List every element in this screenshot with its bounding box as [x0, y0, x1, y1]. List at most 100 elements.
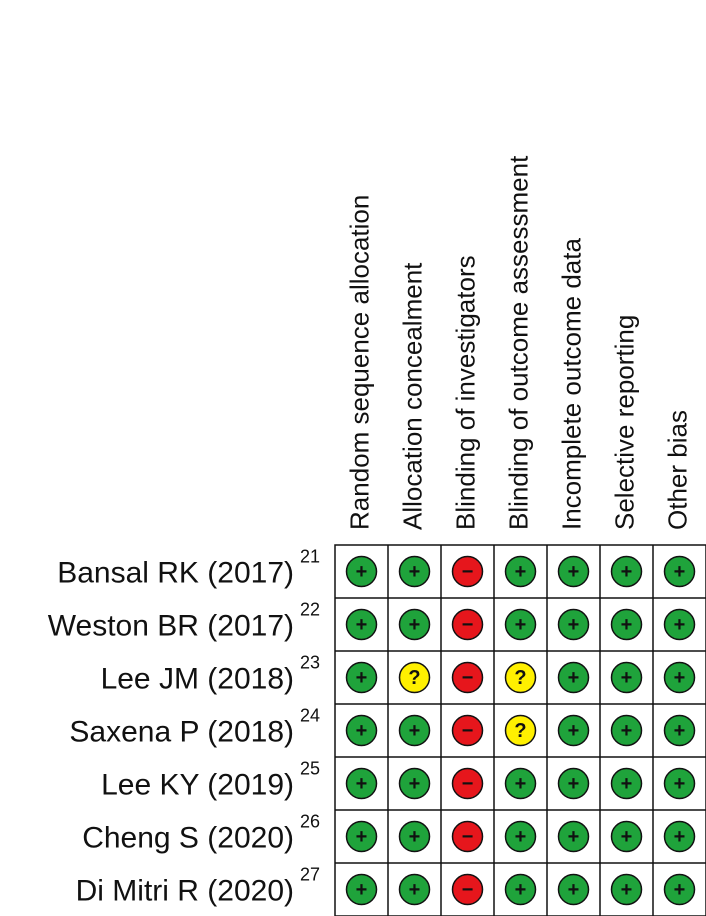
judgement-symbol: +: [409, 773, 421, 795]
judgement-symbol: +: [356, 561, 368, 583]
judgement-circle: [451, 661, 484, 694]
judgement-symbol: +: [568, 667, 580, 689]
judgement-circle: [610, 873, 643, 906]
judgement-circle: [610, 714, 643, 747]
judgement-circle: [451, 767, 484, 800]
judgement-symbol: +: [674, 879, 686, 901]
reference: 21: [300, 547, 320, 567]
judgement-circle: [451, 714, 484, 747]
judgement-symbol: +: [356, 720, 368, 742]
judgement-circle: [504, 767, 537, 800]
judgement-symbol: +: [409, 720, 421, 742]
judgement-symbol: +: [674, 561, 686, 583]
study-label: Bansal RK (2017): [57, 557, 294, 590]
judgement-symbol: +: [674, 667, 686, 689]
study-label: Cheng S (2020): [82, 822, 294, 855]
judgement-symbol: ?: [514, 720, 526, 742]
judgement-circle: [345, 873, 378, 906]
reference: 22: [300, 600, 320, 620]
judgement-symbol: +: [515, 826, 527, 848]
judgement-symbol: +: [568, 879, 580, 901]
column-header: Blinding of investigators: [450, 255, 480, 530]
reference: 23: [300, 653, 320, 673]
judgement-circle: [610, 555, 643, 588]
judgement-symbol: +: [568, 720, 580, 742]
column-header: Incomplete outcome data: [556, 238, 586, 530]
judgement-symbol: +: [356, 773, 368, 795]
judgement-symbol: +: [674, 720, 686, 742]
judgement-symbol: −: [462, 826, 474, 848]
judgement-symbol: +: [356, 879, 368, 901]
judgement-circle: [451, 555, 484, 588]
column-header: Blinding of outcome assessment: [503, 155, 533, 530]
reference: 24: [300, 706, 320, 726]
judgement-symbol: +: [568, 773, 580, 795]
judgement-circle: [663, 555, 696, 588]
judgement-circle: [504, 820, 537, 853]
study-label: Lee JM (2018): [101, 663, 294, 696]
judgement-symbol: −: [462, 720, 474, 742]
judgement-symbol: +: [621, 826, 633, 848]
judgement-symbol: +: [356, 667, 368, 689]
judgement-circle: [663, 767, 696, 800]
judgement-circle: [663, 661, 696, 694]
judgement-circle: [398, 608, 431, 641]
judgement-circle: [345, 555, 378, 588]
judgement-circle: [610, 661, 643, 694]
judgement-circle: [398, 714, 431, 747]
judgement-symbol: +: [568, 561, 580, 583]
judgement-symbol: +: [621, 667, 633, 689]
judgement-symbol: ?: [514, 667, 526, 689]
judgement-symbol: −: [462, 879, 474, 901]
judgement-circle: [345, 661, 378, 694]
judgement-symbol: +: [621, 614, 633, 636]
judgement-circle: [557, 767, 590, 800]
judgement-circle: [504, 714, 537, 747]
judgement-circle: [504, 873, 537, 906]
judgement-circle: [398, 873, 431, 906]
judgement-symbol: +: [515, 773, 527, 795]
judgement-symbol: +: [621, 773, 633, 795]
judgement-symbol: ?: [408, 667, 420, 689]
judgement-circle: [451, 873, 484, 906]
judgement-circle: [345, 608, 378, 641]
judgement-circle: [345, 820, 378, 853]
grid-border: [334, 544, 706, 916]
judgement-symbol: +: [356, 614, 368, 636]
judgement-circle: [610, 608, 643, 641]
judgement-symbol: +: [409, 614, 421, 636]
judgement-symbol: +: [621, 720, 633, 742]
judgement-symbol: +: [674, 614, 686, 636]
judgement-circle: [663, 873, 696, 906]
judgement-symbol: +: [409, 561, 421, 583]
judgement-symbol: −: [462, 614, 474, 636]
reference: 27: [300, 865, 320, 885]
study-label: Saxena P (2018): [69, 716, 294, 749]
judgement-symbol: +: [409, 879, 421, 901]
judgement-circle: [610, 767, 643, 800]
judgement-symbol: −: [462, 667, 474, 689]
judgement-symbol: +: [674, 773, 686, 795]
judgement-symbol: +: [515, 561, 527, 583]
judgement-symbol: −: [462, 561, 474, 583]
judgement-circle: [398, 820, 431, 853]
judgement-circle: [610, 820, 643, 853]
reference: 25: [300, 759, 320, 779]
judgement-circle: [557, 714, 590, 747]
judgement-circle: [557, 820, 590, 853]
judgement-circle: [663, 608, 696, 641]
judgement-circle: [557, 661, 590, 694]
judgement-circle: [345, 767, 378, 800]
column-header: Random sequence allocation: [344, 195, 374, 530]
study-label: Di Mitri R (2020): [76, 875, 294, 908]
judgement-symbol: +: [409, 826, 421, 848]
judgement-circle: [398, 767, 431, 800]
judgement-symbol: +: [568, 614, 580, 636]
judgement-circle: [504, 661, 537, 694]
judgement-circle: [451, 608, 484, 641]
judgement-circle: [504, 608, 537, 641]
judgement-circle: [557, 873, 590, 906]
judgement-symbol: +: [568, 826, 580, 848]
judgement-symbol: +: [621, 561, 633, 583]
